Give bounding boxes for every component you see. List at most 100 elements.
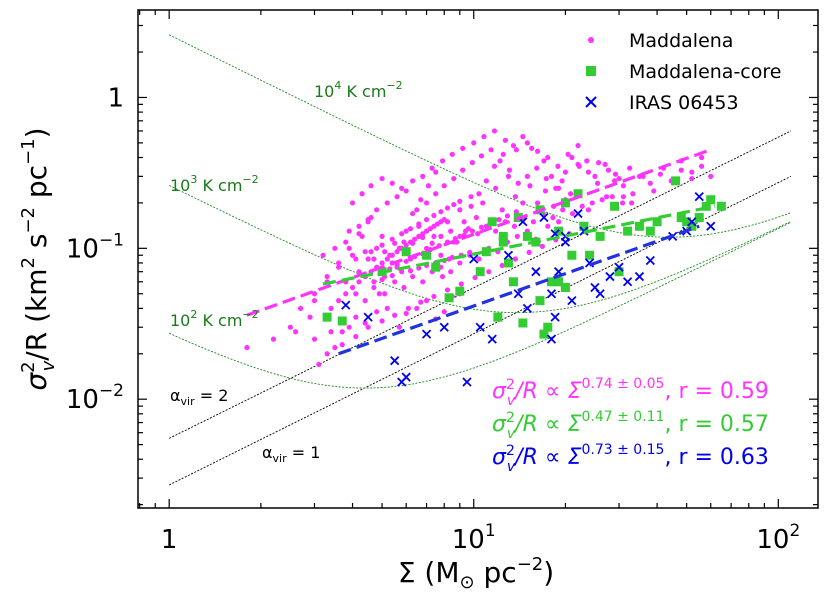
point-maddalena-46 (510, 142, 517, 149)
virial-line-1 (168, 175, 792, 486)
point-maddalena-99 (651, 188, 657, 194)
point-maddalena-60 (356, 269, 362, 275)
pressure-label-1e4: 104 K cm−2 (314, 79, 403, 101)
point-maddalena-61 (365, 256, 371, 262)
pressure-label-1e2: 102 K cm−2 (170, 308, 259, 330)
point-maddalena-175 (469, 228, 476, 234)
point-maddalena-176 (478, 224, 485, 230)
point-maddalena-19 (441, 309, 447, 315)
point-iras-06453-25 (595, 289, 605, 299)
point-maddalena-308 (311, 291, 318, 297)
point-maddalena-11 (362, 320, 368, 326)
point-maddalena-162 (553, 185, 559, 191)
point-maddalena-40 (461, 219, 467, 225)
point-maddalena-264 (491, 128, 498, 134)
pressure-curve-0 (168, 34, 792, 238)
point-maddalena-180 (513, 209, 519, 215)
point-maddalena-132 (407, 226, 414, 232)
point-iras-06453-7 (462, 377, 472, 387)
point-maddalena-core-10 (493, 312, 503, 322)
point-maddalena-257 (420, 173, 426, 179)
point-maddalena-107 (362, 298, 368, 304)
point-maddalena-312 (356, 231, 362, 237)
point-maddalena-244 (579, 203, 585, 209)
point-maddalena-109 (382, 291, 388, 297)
point-maddalena-129 (379, 242, 385, 248)
point-iras-06453-10 (469, 254, 479, 264)
point-maddalena-143 (374, 207, 380, 213)
point-maddalena-268 (534, 148, 541, 154)
x-axis-label: Σ (M⊙ pc−2) (398, 554, 554, 593)
point-maddalena-core-38 (706, 195, 716, 205)
point-maddalena-core-8 (475, 267, 485, 277)
point-iras-06453-1 (363, 312, 373, 322)
point-maddalena-262 (471, 140, 477, 146)
fit-line-2 (338, 224, 700, 356)
point-maddalena-core-39 (716, 201, 726, 211)
point-maddalena-16 (414, 305, 420, 311)
point-maddalena-273 (585, 169, 592, 175)
point-maddalena-261 (460, 145, 466, 151)
point-maddalena-134 (423, 217, 430, 223)
point-iras-06453-26 (605, 271, 615, 282)
point-maddalena-core-47 (645, 226, 655, 236)
point-maddalena-277 (627, 165, 633, 171)
point-iras-06453-37 (560, 237, 571, 247)
point-maddalena-core-35 (687, 221, 697, 231)
point-maddalena-70 (431, 233, 437, 239)
point-iras-06453-33 (687, 217, 697, 227)
point-maddalena-28 (376, 291, 382, 297)
point-maddalena-50 (548, 173, 555, 179)
point-maddalena-203 (389, 252, 395, 258)
point-maddalena-181 (371, 279, 377, 285)
point-maddalena-182 (379, 277, 385, 283)
point-maddalena-179 (504, 213, 511, 219)
point-maddalena-159 (524, 173, 530, 179)
point-maddalena-237 (511, 223, 518, 229)
virial-label-2: αvir = 2 (170, 386, 228, 408)
point-maddalena-12 (374, 309, 380, 315)
point-maddalena-core-42 (481, 247, 491, 257)
point-maddalena-core-4 (422, 250, 432, 260)
point-maddalena-246 (599, 197, 605, 203)
point-maddalena-core-0 (322, 312, 332, 322)
point-maddalena-10 (353, 314, 359, 320)
point-maddalena-230 (448, 228, 454, 234)
point-iras-06453-14 (539, 212, 549, 223)
virial-line-0 (168, 130, 792, 439)
point-maddalena-4 (307, 314, 313, 320)
relation-maddalena-core: σ2 v/R ∝ Σ0.47 ± 0.11, r = 0.57 (492, 409, 769, 442)
point-maddalena-158 (515, 180, 521, 186)
point-maddalena-core-40 (498, 237, 508, 247)
point-maddalena-253 (379, 175, 385, 182)
point-maddalena-94 (603, 194, 610, 200)
point-maddalena-32 (403, 228, 409, 234)
point-maddalena-71 (438, 252, 444, 258)
point-maddalena-220 (353, 256, 359, 262)
point-maddalena-190 (449, 254, 455, 261)
point-maddalena-300 (499, 262, 505, 269)
point-maddalena-63 (379, 233, 385, 239)
point-maddalena-57 (602, 161, 608, 168)
point-maddalena-233 (475, 231, 481, 237)
point-maddalena-208 (412, 236, 418, 242)
point-iras-06453-16 (550, 312, 560, 322)
point-maddalena-211 (423, 228, 430, 234)
relation-iras: σ2 v/R ∝ Σ0.73 ± 0.15, r = 0.63 (492, 442, 769, 475)
point-maddalena-310 (336, 260, 342, 266)
point-maddalena-259 (439, 158, 446, 164)
point-maddalena-307 (297, 305, 304, 311)
point-maddalena-201 (379, 260, 385, 266)
point-maddalena-161 (543, 175, 549, 182)
y-tick-label-2: 1 (107, 83, 124, 113)
point-maddalena-25 (349, 252, 356, 258)
point-maddalena-110 (392, 279, 398, 285)
point-maddalena-core-3 (401, 247, 411, 257)
point-maddalena-108 (371, 284, 377, 291)
point-maddalena-248 (619, 200, 626, 206)
point-maddalena-116 (448, 269, 454, 275)
point-maddalena-49 (541, 158, 547, 164)
point-maddalena-280 (657, 171, 663, 177)
point-maddalena-224 (392, 240, 398, 246)
